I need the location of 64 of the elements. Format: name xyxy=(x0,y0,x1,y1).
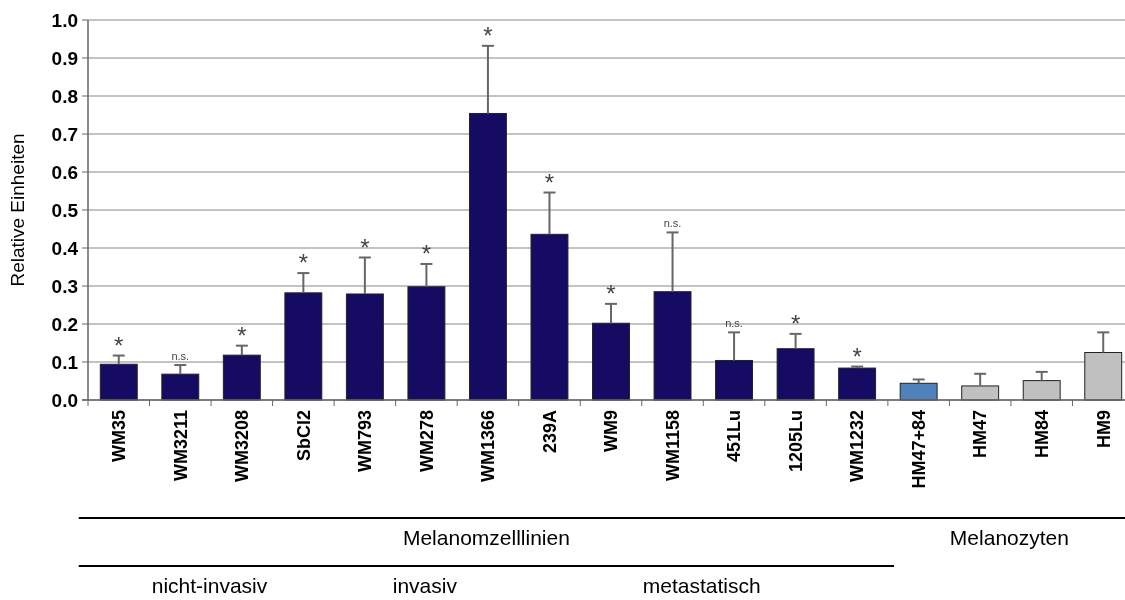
bar xyxy=(715,359,754,401)
bar xyxy=(961,385,1000,401)
annotation: * xyxy=(114,331,124,359)
y-tick-label: 0.4 xyxy=(51,237,79,259)
x-tick-label: HM9 xyxy=(1093,410,1114,449)
x-tick-label: SbCl2 xyxy=(293,410,314,462)
text: nicht-invasiv xyxy=(151,574,268,597)
bar xyxy=(1022,380,1061,401)
y-tick-label: 0.7 xyxy=(51,123,78,145)
bar xyxy=(530,233,569,401)
y-axis-title: Relative Einheiten xyxy=(7,133,28,287)
y-tick-label: 1.0 xyxy=(51,9,78,31)
annotation: n.s. xyxy=(663,217,682,230)
y-tick-label: 0.1 xyxy=(51,351,79,373)
text: Melanozyten xyxy=(949,526,1069,549)
x-tick-label: WM3211 xyxy=(170,410,191,482)
bar xyxy=(407,286,446,401)
annotation: * xyxy=(237,321,247,349)
x-tick-label: WM1232 xyxy=(847,410,868,483)
x-tick-label: WM278 xyxy=(416,410,437,473)
bar xyxy=(653,291,692,401)
annotation: * xyxy=(298,249,309,277)
x-tick-label: WM1158 xyxy=(662,410,683,482)
x-tick-label: WM3208 xyxy=(232,410,253,483)
annotation: n.s. xyxy=(171,350,190,363)
annotation: * xyxy=(483,21,493,49)
bar xyxy=(592,322,630,401)
y-tick-label: 0.5 xyxy=(51,199,79,221)
text: invasiv xyxy=(392,574,458,597)
annotation: * xyxy=(606,279,616,307)
text: metastatisch xyxy=(642,574,761,597)
annotation: * xyxy=(421,239,432,267)
bar xyxy=(222,354,261,401)
annotation: * xyxy=(360,233,370,261)
y-tick-label: 0.9 xyxy=(51,47,78,69)
bar xyxy=(838,367,877,401)
x-tick-label: HM47 xyxy=(970,410,991,459)
x-tick-label: HM84 xyxy=(1032,410,1053,459)
annotation: * xyxy=(544,168,555,196)
y-tick-label: 0.3 xyxy=(51,275,78,297)
y-tick-label: 0.6 xyxy=(51,161,78,183)
annotation: n.s. xyxy=(725,317,743,330)
bar xyxy=(899,382,938,401)
x-tick-label: WM793 xyxy=(355,410,376,473)
bar xyxy=(1084,352,1123,401)
bar xyxy=(284,292,323,401)
x-tick-label: WM1366 xyxy=(478,410,499,483)
bar xyxy=(468,112,507,401)
text: Melanomzelllinien xyxy=(402,526,570,549)
bar xyxy=(161,373,200,401)
y-tick-label: 0.2 xyxy=(51,313,78,335)
x-tick-label: HM47+84 xyxy=(908,410,929,489)
y-tick-label: 0.8 xyxy=(51,85,78,107)
x-tick-label: 1205Lu xyxy=(785,410,806,473)
x-tick-label: 451Lu xyxy=(724,410,745,463)
bar xyxy=(345,293,384,401)
bar xyxy=(99,363,138,401)
y-tick-label: 0.0 xyxy=(51,389,78,411)
annotation: * xyxy=(790,309,801,337)
x-tick-label: WM35 xyxy=(109,410,130,463)
x-tick-label: 239A xyxy=(539,410,560,454)
bar xyxy=(776,348,815,401)
x-tick-label: WM9 xyxy=(601,410,622,452)
annotation: * xyxy=(852,342,862,370)
